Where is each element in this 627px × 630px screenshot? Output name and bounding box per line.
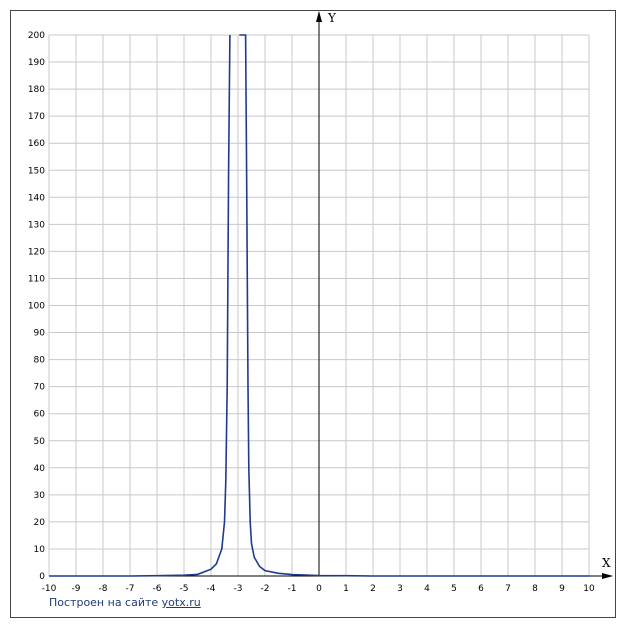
axes (49, 11, 613, 579)
x-axis-arrow (602, 573, 613, 579)
series-line (49, 34, 231, 577)
x-tick-label: 7 (505, 584, 511, 594)
y-tick-label: 150 (28, 166, 45, 176)
x-tick-label: -10 (42, 584, 57, 594)
x-tick-label: 10 (583, 584, 595, 594)
y-tick-label: 160 (28, 139, 45, 149)
x-tick-label: -6 (153, 584, 162, 594)
tick-labels: -10 -9 -8 -7 -6 -5 -4 -3 -2 -1 0 1 2 3 4 5 6 7 8 9 100102030… (28, 31, 595, 594)
x-tick-label: -7 (126, 584, 135, 594)
x-tick-label: 1 (343, 584, 349, 594)
x-tick-label: 9 (559, 584, 565, 594)
x-tick-label: -9 (72, 584, 81, 594)
chart-frame (10, 10, 616, 618)
x-tick-label: 2 (370, 584, 376, 594)
x-tick-label: 5 (451, 584, 457, 594)
y-tick-label: 90 (34, 329, 46, 339)
x-tick-label: 8 (532, 584, 538, 594)
x-tick-label: 3 (397, 584, 403, 594)
y-tick-label: 80 (34, 356, 46, 366)
y-tick-label: 10 (34, 545, 46, 555)
x-tick-label: -5 (180, 584, 189, 594)
y-tick-label: 20 (34, 518, 46, 528)
y-tick-label: 100 (28, 302, 45, 312)
y-tick-label: 130 (28, 220, 45, 230)
credit-line: Построен на сайте yotx.ru (49, 596, 201, 609)
x-tick-label: -8 (99, 584, 108, 594)
y-tick-label: 30 (34, 491, 46, 501)
y-tick-label: 190 (28, 58, 45, 68)
series-line (239, 34, 589, 577)
y-tick-label: 110 (28, 274, 45, 284)
x-axis-label: X (602, 556, 611, 570)
series-curve (49, 34, 589, 577)
y-tick-label: 50 (34, 437, 46, 447)
x-tick-label: 4 (424, 584, 430, 594)
y-tick-label: 40 (34, 464, 46, 474)
y-axis-arrow (316, 11, 322, 22)
y-tick-label: 200 (28, 31, 45, 41)
y-axis-label: Y (327, 11, 337, 25)
y-tick-label: 170 (28, 112, 45, 122)
credit-prefix: Построен на сайте (49, 596, 162, 609)
y-tick-label: 70 (34, 383, 46, 393)
y-tick-label: 180 (28, 85, 45, 95)
x-tick-label: -4 (207, 584, 216, 594)
y-tick-label: 120 (28, 247, 45, 257)
x-tick-label: 0 (316, 584, 322, 594)
x-tick-label: -2 (261, 584, 270, 594)
x-tick-label: -1 (288, 584, 297, 594)
y-tick-label: 140 (28, 193, 45, 203)
credit-link[interactable]: yotx.ru (161, 596, 201, 609)
x-tick-label: 6 (478, 584, 484, 594)
y-tick-label: 0 (39, 572, 45, 582)
x-tick-label: -3 (234, 584, 243, 594)
y-tick-label: 60 (34, 410, 46, 420)
